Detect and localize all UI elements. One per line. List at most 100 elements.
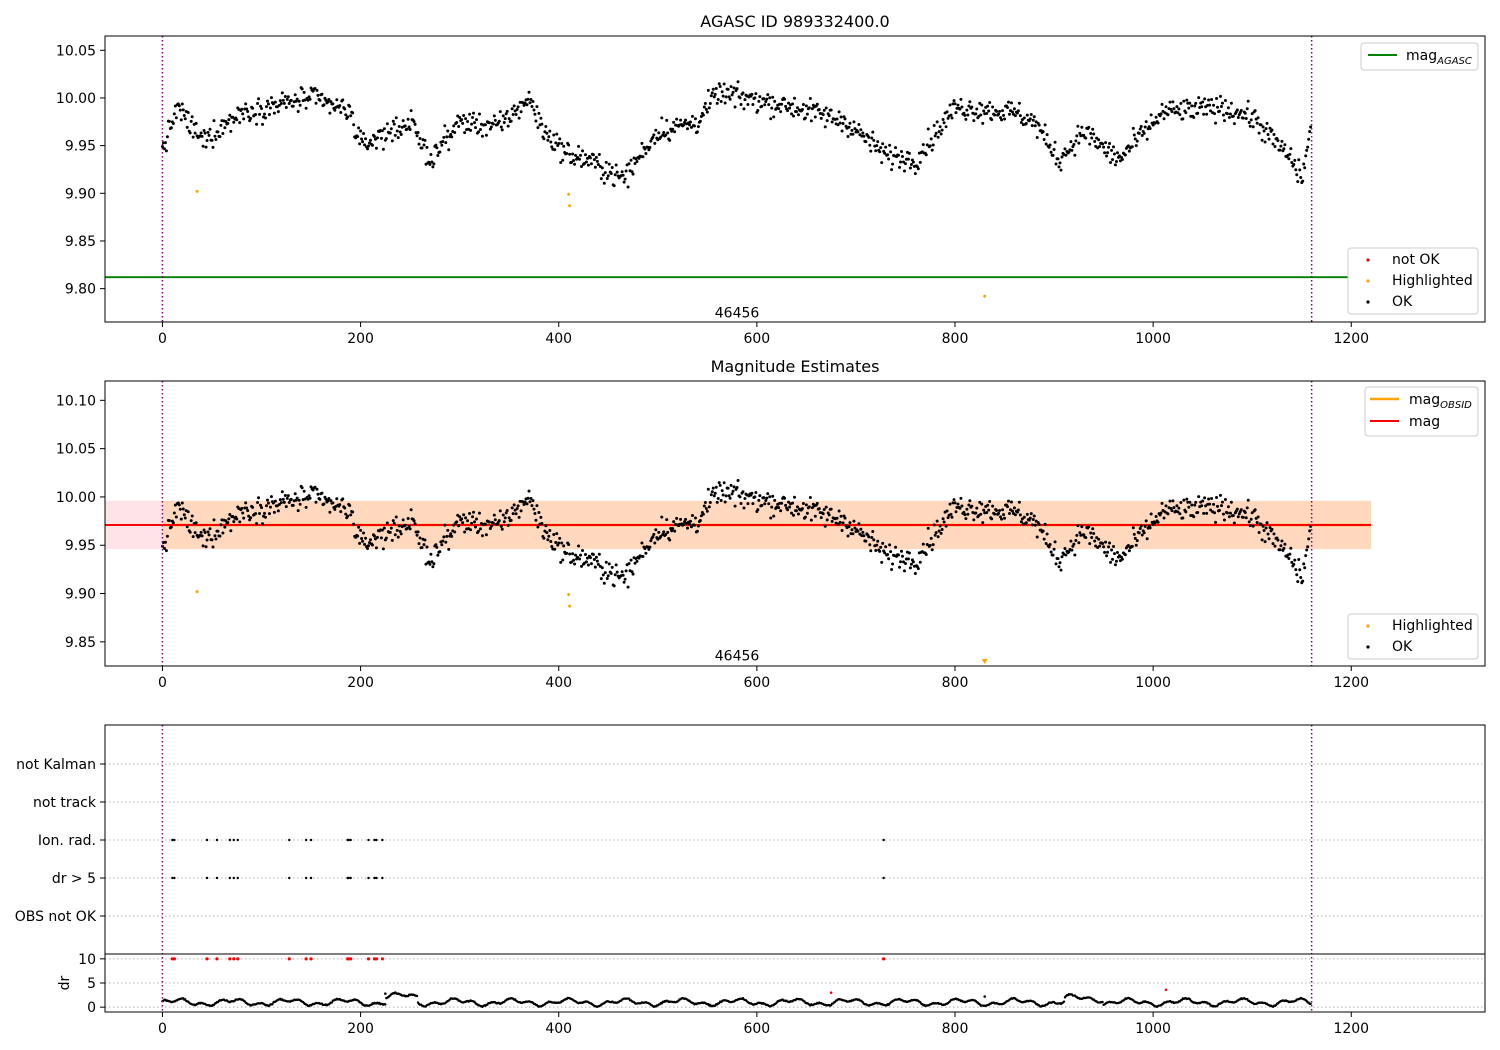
ok-point [704, 107, 708, 111]
dr-point [415, 994, 419, 998]
ok-point [489, 125, 493, 129]
ok-point [876, 140, 880, 144]
ok-point [304, 505, 308, 509]
ok-point [1007, 112, 1011, 116]
ok-point [381, 147, 385, 151]
ok-point [1166, 512, 1170, 516]
ok-point [1112, 552, 1116, 556]
panel-2-x-tick-label: 600 [743, 675, 770, 691]
ok-point [731, 90, 735, 94]
ok-point [779, 110, 783, 114]
flag-point [171, 876, 174, 880]
ok-point [1097, 138, 1101, 142]
ok-point [1104, 141, 1108, 145]
ok-point [199, 131, 203, 135]
ok-point [1253, 508, 1257, 512]
ok-point [952, 498, 956, 502]
flag-point [173, 838, 176, 842]
ok-point [1190, 503, 1194, 507]
ok-point [577, 544, 581, 548]
ok-point [286, 95, 290, 99]
ok-point [408, 527, 412, 531]
ok-point [852, 519, 856, 523]
ok-point [1178, 512, 1182, 516]
ok-point [864, 539, 868, 543]
ok-point [764, 499, 768, 503]
ok-point [821, 512, 825, 516]
ok-point [219, 123, 223, 127]
ok-point [171, 121, 175, 125]
ok-point [331, 501, 335, 505]
highlighted-points [195, 590, 988, 664]
ok-point [1247, 520, 1251, 524]
ok-point [651, 535, 655, 539]
ok-point [535, 105, 539, 109]
ok-point [517, 116, 521, 120]
ok-point [1162, 516, 1166, 520]
ok-point [282, 500, 286, 504]
ok-point [1087, 525, 1091, 529]
ok-point [864, 140, 868, 144]
ok-point [360, 537, 364, 541]
ok-point [169, 525, 173, 529]
ok-point [1207, 497, 1211, 501]
ok-point [431, 565, 435, 569]
ok-point [1170, 509, 1174, 513]
ok-point [390, 538, 394, 542]
ok-point [621, 573, 625, 577]
ok-point [560, 541, 564, 545]
ok-point [705, 110, 709, 114]
ok-point [960, 105, 964, 109]
ok-point [687, 522, 691, 526]
dr-clipped-point [304, 957, 308, 961]
ok-point [1108, 541, 1112, 545]
ok-point [695, 130, 699, 134]
ok-point [807, 505, 811, 509]
ok-point [1197, 495, 1201, 499]
ok-point [366, 546, 370, 550]
ok-point [1156, 121, 1160, 125]
ok-point [1239, 508, 1243, 512]
ok-point [221, 531, 225, 535]
ok-point [647, 547, 651, 551]
ok-point [453, 530, 457, 534]
ok-point [374, 546, 378, 550]
ok-point [480, 534, 484, 538]
ok-point [307, 494, 311, 498]
ok-point [846, 534, 850, 538]
ok-point [255, 122, 259, 126]
ok-point [946, 516, 950, 520]
ok-point [471, 116, 475, 120]
ok-point [1154, 115, 1158, 119]
ok-point [591, 153, 595, 157]
ok-point [181, 507, 185, 511]
ok-point [630, 570, 634, 574]
ok-point [726, 87, 730, 91]
ok-point [272, 510, 276, 514]
flag-point [375, 838, 378, 842]
ok-point [999, 515, 1003, 519]
ok-point [1088, 142, 1092, 146]
ok-point [825, 119, 829, 123]
ok-point [162, 546, 166, 550]
ok-point [1048, 543, 1052, 547]
ok-point [1044, 142, 1048, 146]
ok-point [240, 107, 244, 111]
ok-point [659, 135, 663, 139]
ok-point [791, 501, 795, 505]
ok-point [295, 496, 299, 500]
ok-point [231, 115, 235, 119]
ok-point [653, 541, 657, 545]
ok-point [870, 536, 874, 540]
ok-point [395, 129, 399, 133]
ok-point [1287, 157, 1291, 161]
ok-point [1171, 100, 1175, 104]
dr-axis-label: dr [57, 975, 73, 990]
ok-point [717, 481, 721, 485]
ok-point [968, 100, 972, 104]
ok-point [1135, 139, 1139, 143]
ok-point [308, 496, 312, 500]
ok-point [909, 162, 913, 166]
ok-point [738, 495, 742, 499]
ok-point [1209, 109, 1213, 113]
